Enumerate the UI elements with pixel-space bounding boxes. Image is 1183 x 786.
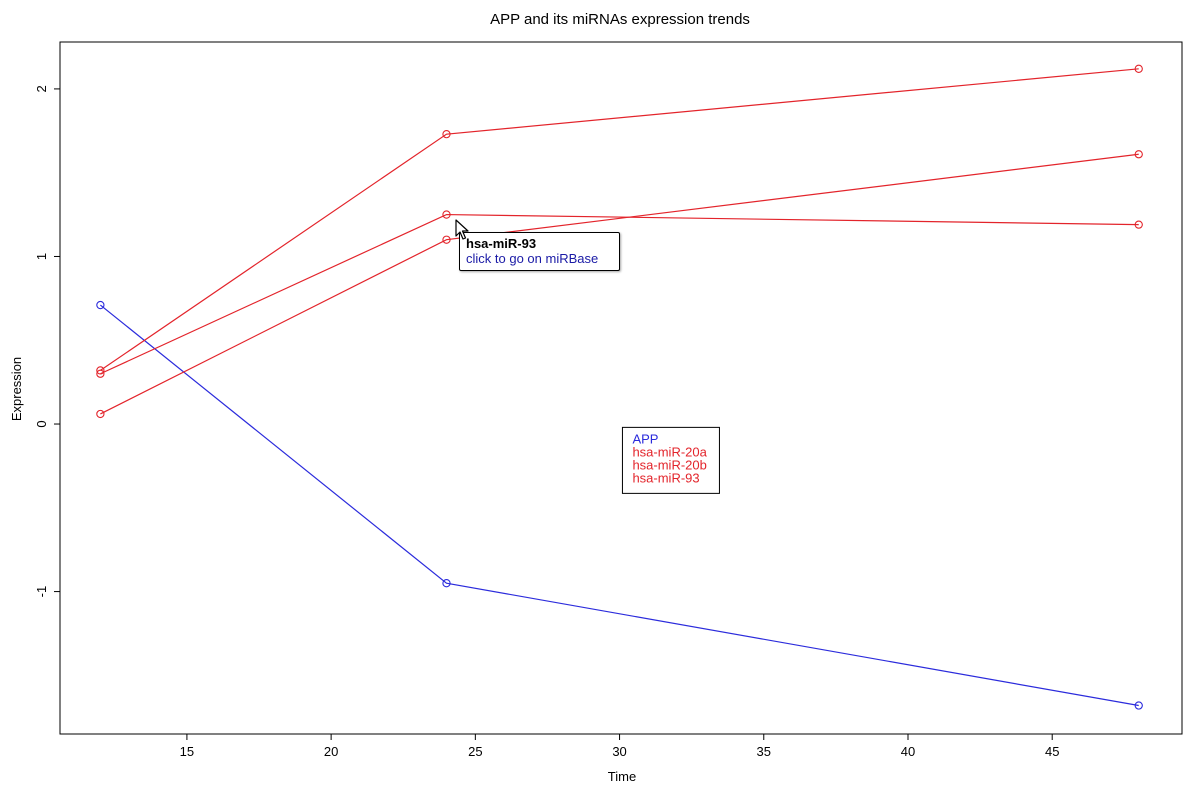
- legend-entry: hsa-miR-20b: [632, 457, 706, 472]
- series-line[interactable]: [100, 153, 1139, 415]
- y-tick-label: 0: [34, 420, 49, 427]
- y-axis-label: Expression: [9, 357, 24, 421]
- series-hsa-mir-93[interactable]: [96, 150, 1143, 419]
- series-line[interactable]: [100, 68, 1139, 371]
- series-tooltip: hsa-miR-93 click to go on miRBase: [459, 232, 620, 271]
- data-point[interactable]: [1134, 150, 1143, 159]
- y-tick-label: 1: [34, 253, 49, 260]
- series-hsa-mir-20b[interactable]: [96, 210, 1143, 378]
- data-point[interactable]: [96, 369, 105, 378]
- x-tick-label: 40: [901, 744, 915, 759]
- data-point[interactable]: [96, 366, 105, 375]
- chart-title: APP and its miRNAs expression trends: [490, 11, 750, 28]
- series-app[interactable]: [96, 300, 1143, 710]
- series-layer: [96, 64, 1143, 710]
- data-point[interactable]: [1134, 701, 1143, 710]
- x-axis: 15 20 25 30 35 40 45: [180, 734, 1059, 759]
- data-point[interactable]: [442, 579, 451, 588]
- x-tick-label: 25: [468, 744, 482, 759]
- legend-entry: APP: [632, 431, 658, 446]
- mirbase-link[interactable]: click to go on miRBase: [466, 251, 599, 266]
- series-line[interactable]: [100, 213, 1139, 375]
- data-point[interactable]: [96, 300, 105, 310]
- legend-entry: hsa-miR-93: [632, 470, 699, 485]
- plot-frame: [59, 41, 1183, 735]
- x-tick-label: 35: [757, 744, 771, 759]
- legend-box: [621, 426, 720, 494]
- mouse-pointer-icon: [455, 219, 469, 240]
- data-point[interactable]: [1134, 64, 1143, 73]
- x-tick-label: 15: [180, 744, 194, 759]
- data-point[interactable]: [96, 409, 105, 419]
- data-point[interactable]: [1134, 220, 1143, 229]
- x-tick-label: 20: [324, 744, 338, 759]
- y-axis: -1 0 1 2: [34, 85, 60, 597]
- x-tick-label: 30: [612, 744, 626, 759]
- x-tick-label: 45: [1045, 744, 1059, 759]
- data-point[interactable]: [442, 235, 451, 244]
- x-axis-label: Time: [608, 769, 636, 784]
- y-tick-label: 2: [34, 85, 49, 92]
- data-point[interactable]: [442, 210, 451, 219]
- legend-entry: hsa-miR-20a: [632, 444, 707, 459]
- series-hsa-mir-20a[interactable]: [96, 64, 1143, 375]
- y-tick-label: -1: [34, 586, 49, 598]
- data-point[interactable]: [442, 130, 451, 139]
- series-line[interactable]: [100, 304, 1139, 707]
- tooltip-title: hsa-miR-93: [466, 236, 537, 251]
